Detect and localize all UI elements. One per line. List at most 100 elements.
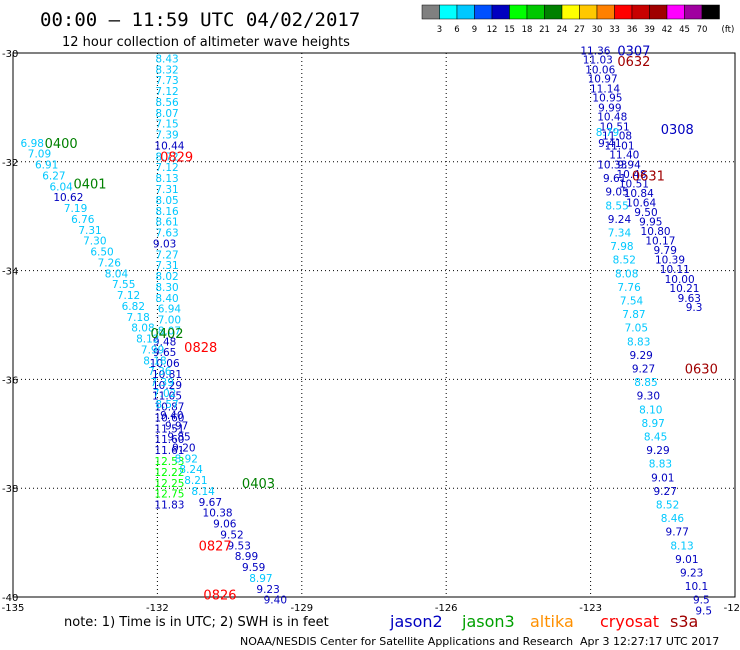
wave-height-value: 10.48 — [597, 112, 627, 124]
wave-height-value: 8.08 — [131, 323, 154, 335]
wave-height-value: 8.07 — [158, 325, 181, 337]
wave-height-value: 9.77 — [666, 527, 689, 539]
legend-swatch — [526, 4, 545, 20]
wave-height-value: 10.00 — [665, 274, 695, 286]
track-jason2-0308: 8.799.41 10.339.61 9.058.55 9.24 7.347.98 8.5… — [596, 127, 712, 618]
legend-swatch — [614, 4, 633, 20]
wave-height-value: 9.41 — [598, 138, 621, 150]
map-title: 00:00 – 11:59 UTC 04/02/2017 — [40, 9, 360, 31]
wave-height-value: 9.65 — [153, 347, 176, 359]
time-labels: 0400 0401 0402 0403 0829 0828 0827 0826 0307 0308… — [45, 44, 718, 603]
lon-tick-label: -123 — [579, 603, 602, 614]
satellite-name-jason3: jason3 — [461, 612, 515, 631]
wave-height-value: 11.40 — [609, 150, 639, 162]
wave-height-value: 7.73 — [155, 75, 178, 87]
wave-height-value: 7.26 — [98, 257, 122, 269]
track-jason2-0307: 11.3611.0310.0610.9711.1410.959.9910.481… — [580, 45, 702, 314]
wave-height-value: 10.06 — [585, 64, 615, 76]
lat-tick-label: -32 — [2, 158, 18, 169]
wave-height-value: 9.97 — [165, 421, 188, 433]
legend-swatch — [684, 4, 703, 20]
wave-height-value: 8.18 — [143, 355, 166, 367]
lat-tick-label: -30 — [2, 49, 18, 60]
wave-height-value: 9.59 — [242, 562, 265, 574]
legend-swatch — [561, 4, 580, 20]
wave-height-value: 8.79 — [596, 127, 619, 139]
wave-height-value: 6.50 — [90, 247, 113, 259]
lat-lon-grid — [13, 53, 735, 597]
lon-tick-label: -120 — [724, 603, 740, 614]
legend-swatch — [509, 4, 528, 20]
wave-height-value: 7.12 — [155, 162, 178, 174]
wave-height-value: 8.14 — [191, 486, 215, 498]
legend-tick-label: 30 — [592, 25, 603, 35]
wave-height-value: 8.45 — [644, 432, 667, 444]
wave-height-value: 8.52 — [656, 500, 679, 512]
wave-height-value: 6.27 — [42, 170, 65, 182]
wave-height-value: 9.95 — [639, 217, 662, 229]
wave-height-value: 8.99 — [235, 551, 258, 563]
wave-height-value: 11.36 — [580, 45, 610, 57]
satellite-name-s3a: s3a — [670, 612, 698, 631]
legend-tick-label: 45 — [679, 25, 690, 35]
wave-height-value: 8.16 — [155, 206, 179, 218]
lat-tick-label: -36 — [2, 375, 18, 386]
wave-height-value: 8.24 — [179, 464, 203, 476]
legend-tick-label: 70 — [697, 25, 708, 35]
wave-height-value: 7.00 — [158, 315, 181, 327]
wave-height-value: 8.92 — [175, 453, 198, 465]
wave-height-value: 9.03 — [153, 238, 176, 250]
wave-height-value: 9.23 — [680, 568, 703, 580]
pass-time-label: 0400 — [45, 137, 78, 152]
wave-height-value: 7.87 — [622, 309, 645, 321]
satellite-name-jason2: jason2 — [389, 612, 443, 631]
legend-swatch — [596, 4, 615, 20]
wave-height-value: 8.83 — [649, 459, 672, 471]
credit-text: NOAA/NESDIS Center for Satellite Applica… — [240, 635, 573, 648]
wave-height-value: 9.85 — [167, 432, 190, 444]
wave-height-value: 7.09 — [28, 149, 51, 161]
lon-tick-label: -135 — [2, 603, 25, 614]
wave-height-value: 8.83 — [627, 336, 650, 348]
wave-height-value: 9.94 — [617, 160, 641, 172]
lon-tick-label: -129 — [290, 603, 313, 614]
wave-height-value: 7.55 — [112, 279, 135, 291]
wave-height-value: 6.91 — [35, 160, 58, 172]
wave-height-value: 10.17 — [645, 236, 675, 248]
lon-tick-label: -132 — [146, 603, 169, 614]
legend-swatch — [491, 4, 510, 20]
wave-height-value: 6.76 — [71, 214, 95, 226]
satellite-tracks: 8.438.327.737.128.568.077.157.3910.448.7… — [21, 45, 713, 617]
legend-swatch — [456, 4, 475, 20]
wave-height-value: 10.60 — [154, 412, 184, 424]
lat-tick-label: -40 — [2, 593, 18, 604]
wave-height-value: 8.02 — [155, 271, 178, 283]
legend-swatch — [579, 4, 598, 20]
wave-height-value: 9.63 — [678, 293, 701, 305]
wave-height-value: 10.21 — [669, 283, 699, 295]
satellite-legend: jason2 jason3 altika cryosat s3a — [389, 612, 698, 631]
wave-height-value: 11.51 — [154, 423, 184, 435]
wave-height-value: 7.05 — [625, 323, 648, 335]
legend-tick-label: 3 — [437, 25, 442, 35]
wave-height-value: 9.48 — [153, 336, 176, 348]
wave-height-value: 9.29 — [629, 350, 652, 362]
wave-height-value: 10.1 — [685, 581, 708, 593]
track-cryosat-0829: 8.438.327.737.128.568.077.157.3910.448.7… — [150, 53, 185, 511]
legend-swatch — [544, 4, 563, 20]
wave-height-value: 12.75 — [154, 489, 184, 501]
wave-height-value: 9.52 — [220, 529, 243, 541]
pass-time-label: 0826 — [203, 588, 236, 603]
wave-height-value: 9.5 — [695, 606, 712, 618]
wave-height-value: 8.56 — [155, 97, 179, 109]
wave-height-value: 8.13 — [670, 540, 693, 552]
wave-height-value: 7.36 — [148, 366, 172, 378]
pass-time-label: 0632 — [617, 55, 650, 70]
legend-swatch — [649, 4, 668, 20]
wave-height-value: 7.54 — [620, 296, 644, 308]
pass-time-label: 0307 — [617, 44, 650, 59]
wave-height-value: 8.46 — [661, 513, 685, 525]
wave-height-value: 10.38 — [203, 508, 233, 520]
wave-height-value: 8.12 — [136, 334, 159, 346]
wave-height-value: 8.08 — [615, 268, 638, 280]
